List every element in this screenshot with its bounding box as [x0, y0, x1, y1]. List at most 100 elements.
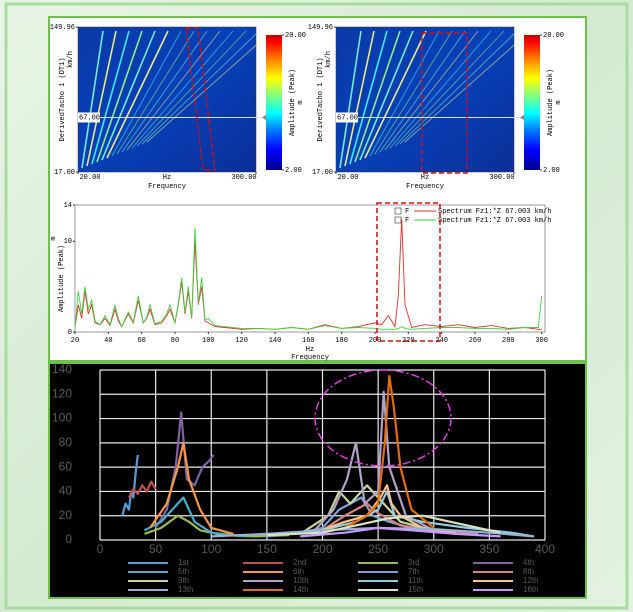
x-tick-label: 20: [71, 337, 79, 345]
x-tick-label: 300.00: [231, 174, 256, 182]
x-tick-label: 200: [369, 337, 382, 345]
y-tick-label: 10: [64, 238, 72, 246]
bottom-panel: [48, 362, 587, 599]
legend-label: 6th: [293, 567, 304, 576]
x-tick-label: 60: [137, 337, 145, 345]
cursor-label: 67.00: [337, 114, 358, 122]
order-line: [127, 480, 157, 499]
legend-label: Spectrum Fz1:*Z 67.003 km/h: [438, 217, 551, 225]
colorbar-unit: m: [555, 100, 563, 104]
x-tick-label: 300.00: [489, 174, 514, 182]
legend-label: 7th: [408, 567, 419, 576]
cursor-label-box: [78, 112, 100, 123]
x-tick-label: 300: [424, 542, 444, 556]
x-tick-label: 350: [479, 542, 499, 556]
highlight-box: [376, 202, 441, 342]
legend-flag: F: [405, 208, 409, 216]
legend-flag: F: [405, 217, 409, 225]
order-streak: [344, 30, 375, 167]
y-unit: km/h: [67, 51, 75, 68]
order-line: [144, 496, 245, 538]
order-streak: [339, 30, 362, 169]
order-streak: [399, 30, 518, 145]
y-tick-label: 40: [59, 484, 73, 498]
order-line: [144, 514, 290, 538]
colorbar-tick-label: 20.00: [543, 32, 564, 40]
order-line: [310, 390, 435, 535]
x-unit: Hz: [306, 346, 314, 354]
spectrum-line: [74, 227, 543, 330]
legend-checkbox: [394, 216, 402, 224]
order-streak: [111, 30, 182, 157]
order-line: [299, 484, 435, 535]
x-tick-label: 250: [368, 542, 388, 556]
legend-label: 5th: [178, 567, 189, 576]
legend-label: 1st: [178, 558, 189, 567]
order-streak: [86, 30, 117, 167]
legend-label: 8th: [523, 567, 534, 576]
x-tick-label: 80: [171, 337, 179, 345]
outer-frame: [4, 2, 629, 610]
order-streak: [96, 30, 143, 163]
x-tick-label: 100: [201, 542, 221, 556]
colorbar-title: Amplitude (Peak): [289, 69, 297, 136]
legend-label: 3rd: [408, 558, 420, 567]
order-streak: [131, 30, 234, 149]
y-tick-label: 149.96: [50, 24, 75, 32]
order-streak: [349, 30, 388, 165]
order-line: [344, 375, 435, 529]
x-tick-label: 140: [269, 337, 282, 345]
order-streak: [364, 30, 427, 159]
x-tick-label: 180: [335, 337, 348, 345]
colorbar: [524, 35, 540, 170]
highlight-box: [185, 27, 216, 171]
cursor-label: 67.00: [79, 114, 100, 122]
x-tick-label: 160: [302, 337, 315, 345]
x-tick-label: 0: [97, 542, 104, 556]
highlight-box: [421, 32, 468, 174]
x-tick-label: 200: [312, 542, 332, 556]
y-tick-label: 17.00: [312, 169, 333, 177]
x-tick-label: 120: [235, 337, 248, 345]
x-tick-label: 240: [435, 337, 448, 345]
legend-label: 9th: [178, 576, 189, 585]
order-streak: [106, 30, 169, 159]
order-streak: [369, 30, 440, 157]
order-line: [149, 441, 234, 535]
y-tick-label: 120: [52, 386, 72, 400]
y-tick-label: 100: [52, 411, 72, 425]
order-streak: [121, 30, 208, 153]
order-line: [300, 526, 501, 538]
order-streak: [394, 30, 505, 147]
y-tick-label: 80: [59, 435, 73, 449]
y-axis-title: DerivedTacho 1 (DT1): [59, 57, 67, 141]
y-tick-label: 20: [59, 508, 73, 522]
order-streak: [374, 30, 453, 155]
x-tick-label: 260: [469, 337, 482, 345]
order-line: [311, 484, 457, 535]
colorbar-tick-label: 2.00: [543, 167, 560, 175]
order-streak: [116, 30, 195, 155]
legend-label: 11th: [408, 576, 423, 585]
x-tick-label: 150: [257, 542, 277, 556]
x-tick-label: 280: [502, 337, 515, 345]
legend-label: 14th: [293, 585, 309, 594]
x-tick-label: 300: [535, 337, 548, 345]
highlight-ellipse: [314, 369, 452, 467]
legend-label: 12th: [523, 576, 539, 585]
legend-label: 4th: [523, 558, 534, 567]
order-streak: [91, 30, 130, 165]
colorbar-title: Amplitude (Peak): [547, 69, 555, 136]
x-axis-title: Frequency: [406, 183, 444, 191]
order-line: [266, 514, 501, 537]
y-tick-label: 60: [59, 459, 73, 473]
legend-label: 2nd: [293, 558, 306, 567]
colorbar-tick-label: 2.00: [285, 167, 302, 175]
x-tick-label: 20.00: [337, 174, 358, 182]
x-tick-label: 100: [202, 337, 215, 345]
x-tick-label: 400: [535, 542, 555, 556]
y-tick-label: 14: [64, 202, 72, 210]
order-streak: [136, 30, 247, 147]
